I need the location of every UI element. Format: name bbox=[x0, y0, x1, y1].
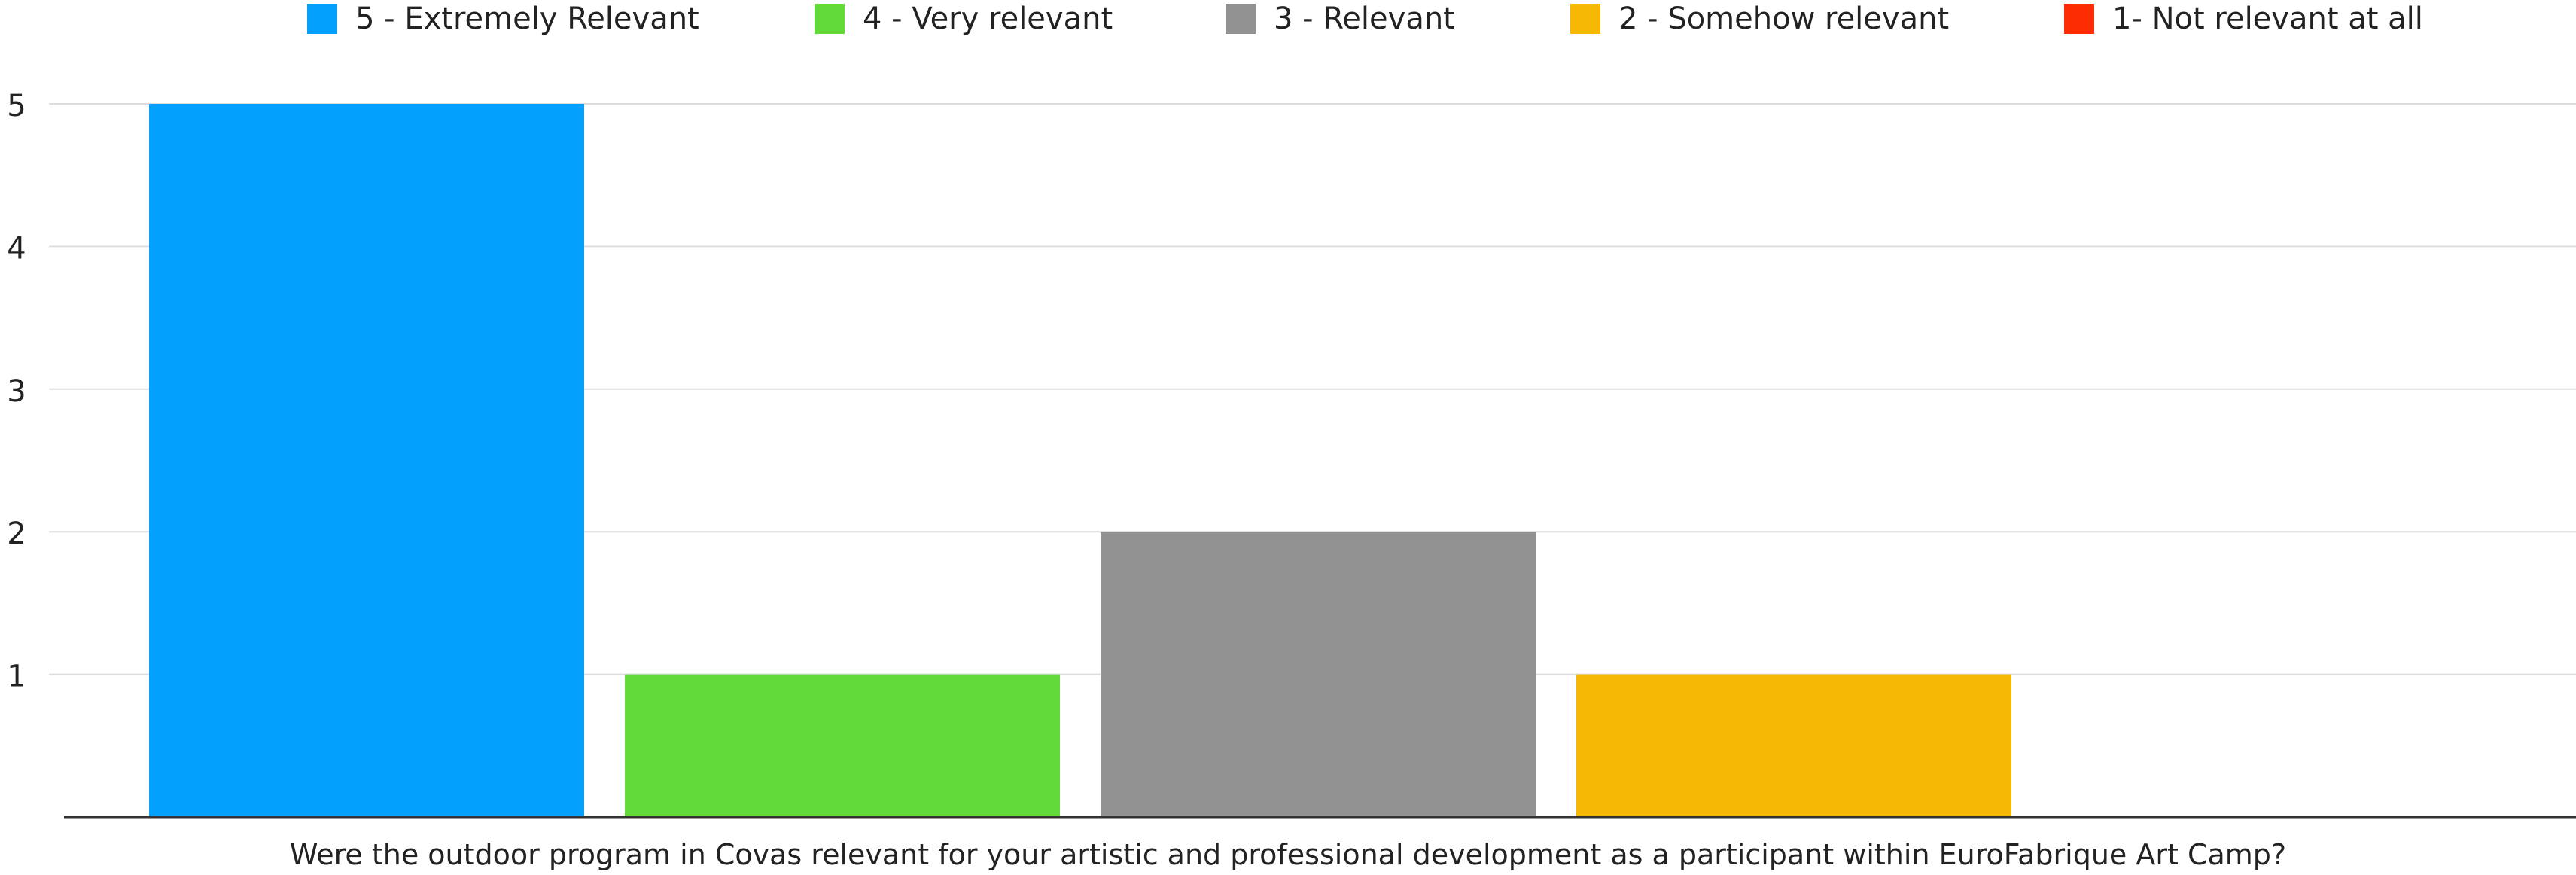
bar-1 bbox=[149, 104, 584, 817]
legend-label: 3 - Relevant bbox=[1274, 2, 1455, 36]
legend-label: 2 - Somehow relevant bbox=[1618, 2, 1949, 36]
legend-item: 3 - Relevant bbox=[1226, 2, 1455, 36]
y-tick-label: 3 bbox=[7, 374, 26, 409]
legend-item: 2 - Somehow relevant bbox=[1570, 2, 1949, 36]
legend-label: 4 - Very relevant bbox=[863, 2, 1113, 36]
legend: 5 - Extremely Relevant 4 - Very relevant 3… bbox=[307, 2, 2423, 36]
y-tick-label: 4 bbox=[7, 231, 26, 266]
x-axis-title: Were the outdoor program in Covas releva… bbox=[290, 838, 2286, 871]
legend-label: 5 - Extremely Relevant bbox=[355, 2, 699, 36]
legend-item: 4 - Very relevant bbox=[815, 2, 1113, 36]
legend-item: 1- Not relevant at all bbox=[2064, 2, 2423, 36]
y-tick-label: 2 bbox=[7, 517, 26, 551]
bar-4 bbox=[1576, 674, 2011, 817]
y-axis-ticks: 1 2 3 4 5 bbox=[7, 89, 64, 694]
bars bbox=[149, 104, 2011, 817]
legend-item: 5 - Extremely Relevant bbox=[307, 2, 699, 36]
legend-swatch bbox=[815, 4, 845, 34]
legend-swatch bbox=[1570, 4, 1600, 34]
bar-2 bbox=[625, 674, 1060, 817]
y-tick-label: 1 bbox=[7, 660, 26, 694]
legend-label: 1- Not relevant at all bbox=[2112, 2, 2423, 36]
legend-swatch bbox=[307, 4, 337, 34]
legend-swatch bbox=[2064, 4, 2094, 34]
bar-3 bbox=[1101, 532, 1536, 817]
legend-swatch bbox=[1226, 4, 1256, 34]
y-tick-label: 5 bbox=[7, 89, 26, 123]
